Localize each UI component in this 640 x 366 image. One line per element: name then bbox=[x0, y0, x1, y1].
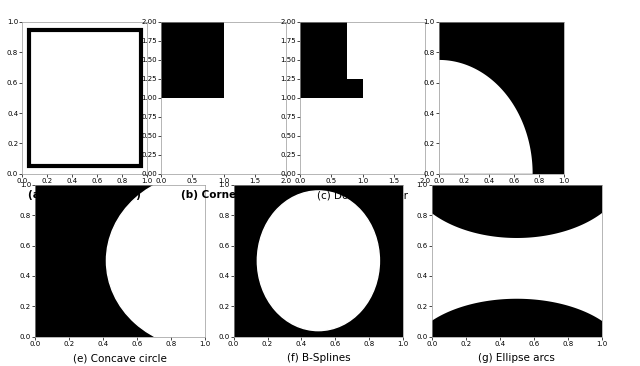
Polygon shape bbox=[439, 60, 532, 174]
Polygon shape bbox=[300, 22, 362, 98]
Ellipse shape bbox=[257, 191, 380, 330]
Text: (b) Corner (tr.): (b) Corner (tr.) bbox=[180, 190, 267, 200]
Text: (g) Ellipse arcs: (g) Ellipse arcs bbox=[478, 353, 556, 363]
Bar bbox=[161, 22, 224, 98]
Text: (d) Convex circle: (d) Convex circle bbox=[458, 190, 545, 200]
Circle shape bbox=[106, 173, 303, 349]
Text: (a) Square box (tr.): (a) Square box (tr.) bbox=[28, 190, 141, 200]
Polygon shape bbox=[406, 170, 627, 359]
Text: (c) Double corner: (c) Double corner bbox=[317, 190, 408, 200]
Text: (e) Concave circle: (e) Concave circle bbox=[73, 353, 167, 363]
Text: (f) B-Splines: (f) B-Splines bbox=[287, 353, 350, 363]
